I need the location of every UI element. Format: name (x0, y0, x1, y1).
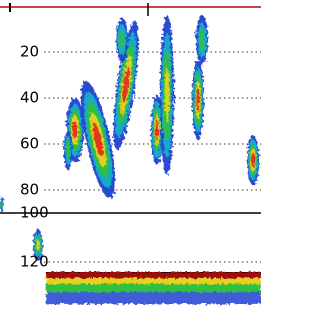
echo (1, 201, 3, 208)
depth-label: 60 (20, 135, 39, 153)
echogram: 20 40 60 80 100 120 (0, 0, 261, 326)
echo (196, 89, 199, 112)
echo (66, 141, 70, 159)
depth-label: 80 (20, 181, 39, 199)
echo (199, 29, 204, 51)
echo (119, 30, 124, 50)
depth-label: 120 (20, 253, 49, 271)
echo (155, 120, 158, 140)
page: 20406080100120 (() => { const data = JSO… (0, 0, 320, 326)
depth-label: 40 (20, 89, 39, 107)
echo (36, 239, 39, 250)
echo (251, 153, 254, 167)
echo (72, 121, 77, 139)
depth-label: 20 (20, 43, 39, 61)
bottom-echo (46, 272, 261, 278)
echo (165, 67, 170, 123)
depth-label: 100 (20, 204, 49, 222)
